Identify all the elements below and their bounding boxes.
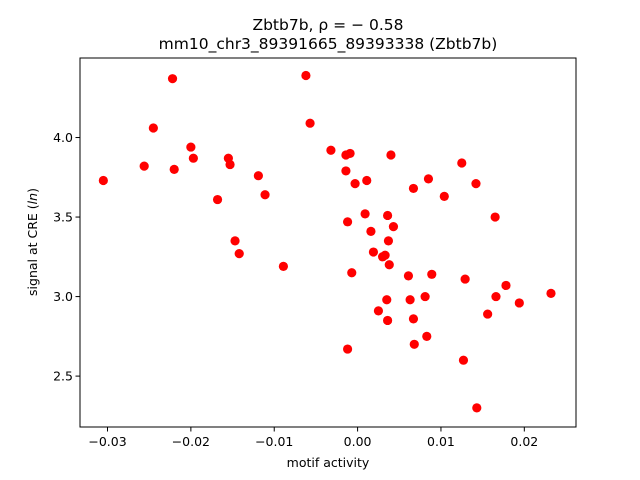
data-point (490, 212, 500, 222)
data-point (457, 158, 467, 168)
data-point (148, 123, 158, 133)
x-tick-label: 0.00 (344, 434, 372, 449)
data-point (373, 306, 384, 316)
data-point (423, 174, 434, 184)
data-point (186, 142, 196, 152)
data-point (368, 247, 379, 257)
data-point (188, 153, 198, 163)
x-tick-label: 0.01 (427, 434, 455, 449)
data-points (98, 70, 556, 413)
data-point (360, 209, 370, 219)
data-point (501, 280, 511, 291)
data-point (427, 269, 437, 279)
data-point (139, 161, 149, 171)
data-point (409, 339, 419, 349)
y-tick-label: 3.0 (53, 289, 73, 304)
y-axis-ticks: 2.5 3.0 3.5 4.0 (53, 130, 80, 384)
y-tick-label: 2.5 (53, 369, 73, 384)
data-point (341, 166, 351, 176)
data-point (230, 236, 240, 246)
data-point (383, 210, 393, 221)
data-point (471, 179, 481, 189)
data-point (483, 309, 493, 319)
data-point (388, 221, 399, 232)
x-tick-label: −0.01 (255, 434, 293, 449)
data-point (366, 226, 376, 236)
data-point (212, 194, 223, 205)
data-point (384, 260, 394, 270)
data-point (326, 145, 336, 155)
data-point (408, 314, 419, 324)
data-point (225, 159, 235, 170)
data-point (98, 175, 108, 186)
data-point (380, 250, 390, 260)
chart-title-line1: Zbtb7b, ρ = − 0.58 (252, 16, 403, 34)
data-point (439, 191, 449, 201)
data-point (403, 271, 414, 281)
y-tick-label: 3.5 (53, 210, 73, 225)
data-point (491, 291, 501, 302)
data-point (342, 344, 353, 354)
y-tick-label: 4.0 (53, 130, 73, 145)
data-point (422, 331, 432, 341)
x-tick-label: −0.03 (88, 434, 126, 449)
x-axis-label: motif activity (287, 455, 370, 470)
data-point (234, 249, 244, 259)
data-point (350, 179, 360, 189)
data-point (260, 190, 270, 200)
data-point (460, 274, 470, 284)
data-point (408, 183, 419, 194)
data-point (546, 288, 556, 298)
data-point (405, 295, 415, 305)
chart-title-line2: mm10_chr3_89391665_89393338 (Zbtb7b) (159, 35, 498, 54)
data-point (278, 261, 288, 271)
data-point (514, 298, 524, 308)
x-tick-label: −0.02 (172, 434, 210, 449)
data-point (345, 148, 355, 159)
data-point (420, 291, 430, 302)
data-point (458, 355, 469, 365)
data-point (362, 175, 372, 186)
x-tick-label: 0.02 (510, 434, 538, 449)
data-point (383, 236, 394, 246)
data-point (301, 70, 311, 81)
data-point (383, 315, 393, 326)
x-axis-ticks: −0.03 −0.02 −0.01 0.00 0.01 0.02 (88, 427, 538, 449)
data-point (386, 150, 396, 160)
data-point (382, 295, 392, 305)
y-axis-label: signal at CRE (ln) (25, 188, 40, 296)
data-point (305, 118, 315, 128)
data-point (347, 268, 357, 278)
plot-frame (79, 57, 577, 428)
data-point (253, 171, 263, 181)
data-point (169, 164, 179, 174)
data-point (472, 403, 482, 413)
data-point (342, 217, 353, 227)
data-point (167, 74, 178, 84)
